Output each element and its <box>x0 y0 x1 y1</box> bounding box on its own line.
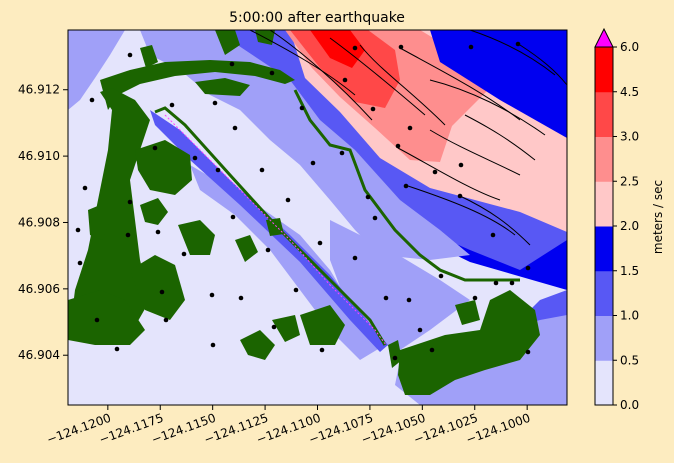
colorbar-tick-label: 6.0 <box>620 40 639 54</box>
y-tick-label: 46.908 <box>18 215 60 229</box>
y-tick-label: 46.912 <box>18 83 60 97</box>
colorbar-tick-label: 1.5 <box>620 264 639 278</box>
colorbar-label: meters / sec <box>651 180 665 254</box>
colorbar-segment <box>595 270 613 316</box>
velocity-region-0.5-1.0 <box>190 165 385 360</box>
colorbar-tick-label: 0.5 <box>620 353 639 367</box>
colorbar-tick-label: 1.0 <box>620 309 639 323</box>
streamlines <box>249 30 567 246</box>
colorbar: 0.0 0.5 1.0 1.5 2.0 2.5 3.0 4.5 6.0 <box>594 27 639 412</box>
colorbar-tick-label: 0.0 <box>620 398 639 412</box>
colorbar-tick-label: 4.5 <box>620 85 639 99</box>
velocity-region-0.5-1.0 <box>330 220 470 350</box>
colorbar-tick-label: 2.5 <box>620 174 639 188</box>
velocity-region-1.5-2.0 <box>430 30 567 138</box>
colorbar-segment <box>595 91 613 137</box>
colorbar-tick-label: 3.0 <box>620 130 639 144</box>
jetty <box>154 89 520 346</box>
y-tick-label: 46.910 <box>18 149 60 163</box>
velocity-region-0.5-1.0 <box>68 30 125 110</box>
colorbar-segment <box>595 136 613 182</box>
y-axis: 46.904 46.906 46.908 46.910 46.912 <box>18 83 68 362</box>
colorbar-segment <box>595 47 613 93</box>
colorbar-segment <box>595 315 613 361</box>
colorbar-segment <box>595 181 613 227</box>
colorbar-extend-arrow <box>594 27 614 48</box>
chart-title: 5:00:00 after earthquake <box>229 10 405 26</box>
jetty-wave-break <box>164 114 387 346</box>
velocity-markers <box>75 41 531 361</box>
colorbar-segment <box>595 360 613 406</box>
velocity-region-4.5-6.0 <box>310 30 365 68</box>
land-areas <box>68 30 540 395</box>
velocity-region-3.0-4.5 <box>290 30 400 108</box>
plot-area <box>68 30 567 405</box>
x-axis: −124.1200−124.1175−124.1150−124.1125−124… <box>45 405 532 447</box>
y-tick-label: 46.904 <box>18 348 60 362</box>
colorbar-tick-label: 2.0 <box>620 219 639 233</box>
y-tick-label: 46.906 <box>18 282 60 296</box>
colorbar-segment <box>595 226 613 272</box>
